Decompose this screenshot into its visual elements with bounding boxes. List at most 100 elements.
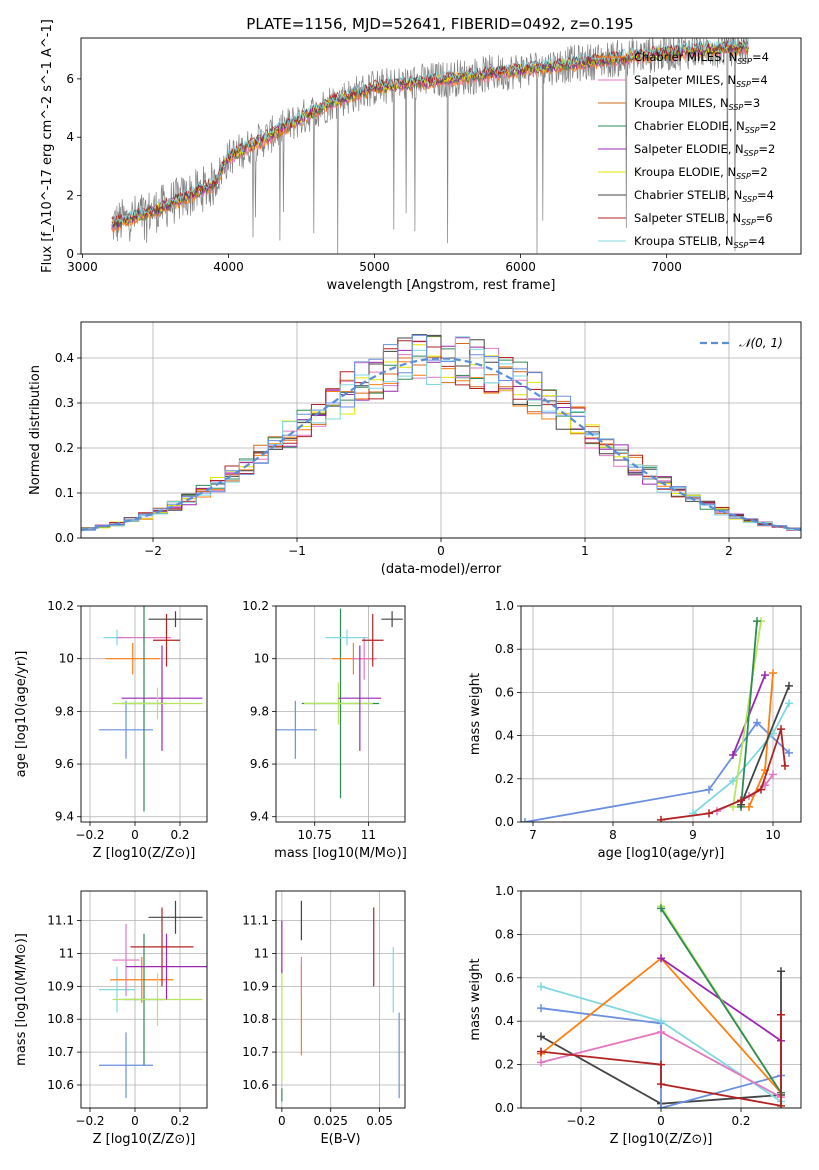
y-tick-label: 0.3 — [55, 396, 74, 410]
y-tick-label: 9.4 — [55, 810, 74, 824]
y-tick-label: 10.7 — [47, 1045, 74, 1059]
series-lime_extra — [732, 620, 762, 808]
y-tick-label: 0.0 — [495, 815, 514, 829]
plot-area — [81, 334, 801, 532]
x-tick-label: 8 — [609, 828, 617, 842]
point-salpeter_stelib — [130, 907, 194, 987]
x-tick-label: 0.2 — [731, 1114, 750, 1128]
panel-8: −0.2 0 0.2 0.0 0.2 0.4 0.6 0.8 1.0 Z [log10(Z/Z⊙)… — [468, 884, 802, 1147]
x-axis-label: (data-model)/error — [381, 562, 502, 577]
axes-frame — [80, 321, 802, 539]
marker-chabrier_stelib — [537, 1032, 545, 1041]
axes-frame — [275, 605, 406, 823]
marker-salpeter_elodie — [657, 954, 665, 963]
normal-curve — [81, 357, 801, 532]
histogram-blue_extra — [81, 334, 801, 531]
marker-blue_extra — [785, 748, 793, 757]
legend-label-chabrier_elodie: Chabrier ELODIE, NSSP=2 — [634, 119, 776, 135]
y-tick-label: 10.2 — [242, 599, 269, 613]
y-tick-label: 10.8 — [242, 1012, 269, 1026]
y-tick-label: 0.0 — [55, 531, 74, 545]
y-tick-label: 10.6 — [242, 1078, 269, 1092]
legend-label-kroupa_miles: Kroupa MILES, NSSP=3 — [634, 96, 760, 112]
marker-blue_extra — [521, 818, 529, 822]
y-tick-label: 9.6 — [55, 757, 74, 771]
axes-frame — [520, 890, 802, 1109]
point-chabrier_miles — [105, 642, 160, 675]
legend-label-kroupa_stelib: Kroupa STELIB, NSSP=4 — [634, 234, 765, 250]
y-axis-label: Flux [f_λ10^-17 erg cm^-2 s^-1 A^-1] — [40, 19, 55, 273]
x-tick-label: −0.2 — [75, 828, 104, 842]
plot-area — [99, 900, 207, 1099]
model-spectrum-kroupa_stelib — [111, 38, 749, 226]
plot-area — [276, 608, 403, 799]
marker-salpeter_stelib — [657, 1080, 665, 1089]
axes-frame — [80, 37, 802, 255]
y-tick-label: 10.2 — [47, 599, 74, 613]
x-axis-label: wavelength [Angstrom, rest frame] — [327, 278, 556, 293]
point-salpeter_elodie — [121, 645, 203, 751]
y-axis-label: Normed distribution — [28, 365, 43, 495]
plot-area — [281, 900, 400, 1102]
marker-blue_extra — [753, 718, 761, 727]
point-kroupa_stelib — [99, 966, 135, 1013]
point-blue_extra — [276, 700, 317, 759]
marker-salpeter_stelib — [781, 761, 789, 770]
y-tick-label: 4 — [66, 130, 74, 144]
y-tick-label: 10 — [59, 652, 74, 666]
marker-kroupa_stelib — [537, 982, 545, 991]
panel-5: 7 8 9 10 0.0 0.2 0.4 0.6 0.8 1.0 age [log10(age/yr… — [468, 599, 802, 861]
x-tick-label: −2 — [144, 544, 162, 558]
panel-4: 10.75 11 9.4 9.6 9.8 10 10.2 mass [log10(M/M⊙)] — [242, 599, 407, 861]
y-tick-label: 6 — [66, 72, 74, 86]
model-spectrum-chabrier_elodie — [111, 41, 749, 230]
y-tick-label: 0.8 — [495, 642, 514, 656]
histogram-kroupa_stelib — [81, 336, 801, 530]
y-tick-label: 0.0 — [495, 1101, 514, 1115]
y-tick-label: 11 — [59, 946, 74, 960]
x-tick-label: 0 — [131, 1114, 139, 1128]
point-chabrier_stelib — [148, 611, 203, 628]
x-tick-label: 4000 — [213, 260, 244, 274]
point-kroupa_stelib — [325, 629, 369, 646]
marker-kroupa_stelib — [729, 776, 737, 785]
x-tick-label: 0 — [437, 544, 445, 558]
point-blue_extra — [99, 700, 153, 759]
y-tick-label: 10.6 — [47, 1078, 74, 1092]
x-tick-label: 0.025 — [314, 1114, 348, 1128]
legend-label-salpeter_stelib: Salpeter STELIB, NSSP=6 — [634, 211, 773, 227]
y-tick-label: 0.4 — [495, 1014, 514, 1028]
plot-area — [99, 606, 203, 812]
y-tick-label: 11.1 — [242, 914, 269, 928]
y-tick-label: 10 — [254, 652, 269, 666]
y-tick-label: 0.6 — [495, 971, 514, 985]
x-tick-label: 6000 — [505, 260, 536, 274]
legend: Chabrier MILES, NSSP=4 Salpeter MILES, NS… — [598, 50, 776, 250]
point-lime_extra — [303, 682, 373, 725]
x-tick-label: 0 — [657, 1114, 665, 1128]
x-axis-label: Z [log10(Z/Z⊙)] — [93, 846, 196, 861]
y-tick-label: 9.4 — [250, 810, 269, 824]
marker-salpeter_stelib — [777, 1101, 785, 1108]
panel-1: 3000 4000 5000 6000 7000 0 2 4 6 wavelength [Angs… — [40, 19, 802, 293]
y-tick-label: 0 — [66, 247, 74, 261]
y-tick-label: 11.1 — [47, 914, 74, 928]
y-tick-label: 0.2 — [55, 441, 74, 455]
x-tick-label: 3000 — [67, 260, 98, 274]
legend-label-kroupa_elodie: Kroupa ELODIE, NSSP=2 — [634, 165, 768, 181]
point-lime_extra — [112, 973, 203, 1026]
panel-2: −2 −1 0 1 2 0.0 0.1 0.2 0.3 0.4 (data-model)/error… — [28, 321, 802, 577]
axes-frame — [80, 605, 208, 823]
point-blue_extra — [99, 1032, 153, 1099]
marker-salpeter_stelib — [657, 1060, 665, 1069]
x-tick-label: 7000 — [651, 260, 682, 274]
y-tick-label: 0.2 — [495, 1058, 514, 1072]
legend-label-salpeter_miles: Salpeter MILES, NSSP=4 — [634, 73, 768, 89]
marker-salpeter_stelib — [777, 1010, 785, 1019]
marker-salpeter_stelib — [705, 809, 713, 818]
series-chabrier_stelib — [740, 685, 790, 806]
marker-chabrier_miles — [769, 668, 777, 677]
x-tick-label: 10.75 — [298, 828, 332, 842]
marker-salpeter_stelib — [657, 815, 665, 822]
